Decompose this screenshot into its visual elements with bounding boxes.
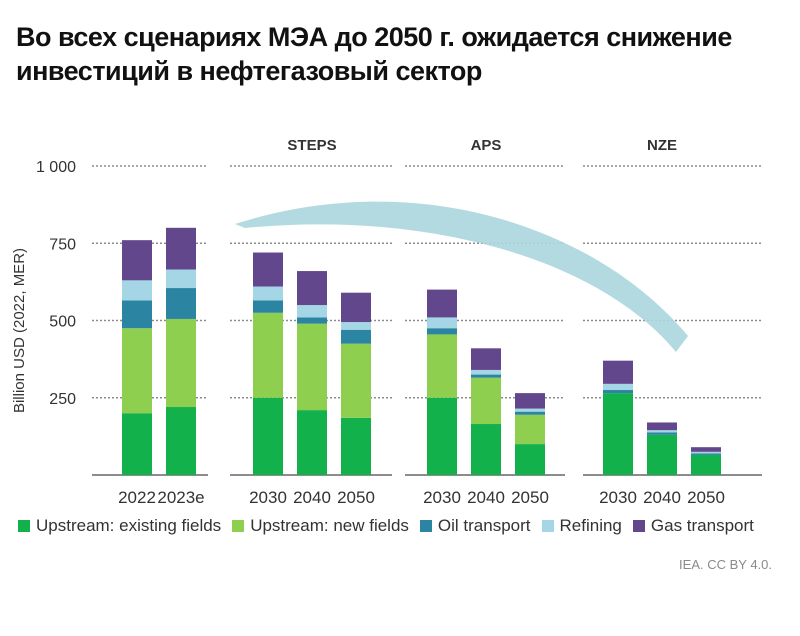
x-tick-label: 2030 bbox=[423, 488, 461, 507]
legend-item: Upstream: new fields bbox=[232, 516, 409, 536]
bar-segment bbox=[166, 227, 196, 270]
bar-segment bbox=[471, 369, 501, 375]
bar-segment bbox=[515, 411, 545, 415]
bar-segment bbox=[515, 393, 545, 409]
bar-segment bbox=[691, 447, 721, 452]
legend-label: Gas transport bbox=[650, 516, 754, 535]
bar-segment bbox=[647, 422, 677, 431]
bar-segment bbox=[122, 300, 152, 329]
bar-segment bbox=[297, 323, 327, 411]
x-tick-label: 2040 bbox=[467, 488, 505, 507]
legend-item: Oil transport bbox=[419, 516, 531, 536]
legend-label: Refining bbox=[559, 516, 622, 535]
legend-item: Upstream: existing fields bbox=[18, 516, 221, 536]
bar-segment bbox=[297, 317, 327, 324]
bar-segment bbox=[122, 280, 152, 301]
legend-item: Gas transport bbox=[632, 516, 754, 536]
bar-segment bbox=[253, 252, 283, 287]
bar-segment bbox=[471, 424, 501, 475]
bar-segment bbox=[603, 360, 633, 384]
bar-segment bbox=[341, 292, 371, 323]
bar-segment bbox=[253, 312, 283, 398]
x-tick-label: 2050 bbox=[687, 488, 725, 507]
bar-segment bbox=[253, 397, 283, 475]
bar-segment bbox=[647, 430, 677, 433]
page-title: Во всех сценариях МЭА до 2050 г. ожидает… bbox=[16, 20, 786, 88]
x-tick-label: 2030 bbox=[599, 488, 637, 507]
x-tick-label: 2050 bbox=[511, 488, 549, 507]
bars-layer bbox=[122, 227, 721, 475]
bar-segment bbox=[427, 334, 457, 398]
bar-segment bbox=[647, 432, 677, 435]
bar-segment bbox=[603, 383, 633, 391]
bar-segment bbox=[253, 286, 283, 301]
bar-segment bbox=[691, 451, 721, 454]
title-line-2: инвестиций в нефтегазовый сектор bbox=[16, 56, 482, 86]
legend-swatch bbox=[541, 520, 554, 532]
bar-segment bbox=[297, 305, 327, 318]
bar-segment bbox=[122, 328, 152, 414]
x-tick-label: 2023e bbox=[157, 488, 204, 507]
x-tick-label: 2040 bbox=[643, 488, 681, 507]
bar-segment bbox=[297, 410, 327, 475]
legend-item: Refining bbox=[541, 516, 622, 536]
y-tick-label: 1 000 bbox=[36, 159, 76, 176]
bar-segment bbox=[691, 453, 721, 455]
y-tick-label: 750 bbox=[49, 236, 76, 253]
legend-swatch bbox=[18, 520, 30, 532]
bar-segment bbox=[603, 390, 633, 394]
legend-swatch bbox=[419, 520, 432, 532]
group-label: STEPS bbox=[287, 137, 336, 154]
x-tick-label: 2040 bbox=[293, 488, 331, 507]
x-tick-label: 2050 bbox=[337, 488, 375, 507]
bar-segment bbox=[253, 300, 283, 313]
legend: Upstream: existing fields Upstream: new f… bbox=[18, 516, 765, 536]
bar-segment bbox=[427, 397, 457, 475]
legend-label: Upstream: existing fields bbox=[36, 516, 222, 535]
bar-segment bbox=[691, 454, 721, 475]
bar-segment bbox=[647, 434, 677, 475]
bar-segment bbox=[603, 393, 633, 475]
investment-chart: 250 500 750 1 000 Billion USD (2022, MER) 202… bbox=[11, 137, 762, 507]
bar-segment bbox=[515, 414, 545, 445]
x-tick-label: 2030 bbox=[249, 488, 287, 507]
trend-arrow-shape bbox=[235, 201, 688, 352]
group-label: NZE bbox=[647, 137, 677, 154]
source-note: IEA. CC BY 4.0. bbox=[679, 557, 772, 572]
legend-swatch bbox=[632, 520, 645, 532]
legend-swatch bbox=[232, 520, 245, 532]
group-label: APS bbox=[471, 137, 502, 154]
bar-segment bbox=[427, 328, 457, 335]
y-tick-label: 250 bbox=[49, 391, 76, 408]
bar-segment bbox=[341, 343, 371, 418]
legend-label: Upstream: new fields bbox=[250, 516, 409, 535]
legend-label: Oil transport bbox=[437, 516, 531, 535]
bar-segment bbox=[122, 240, 152, 281]
y-tick-label: 500 bbox=[49, 314, 76, 331]
title-line-1: Во всех сценариях МЭА до 2050 г. ожидает… bbox=[16, 22, 732, 52]
bar-segment bbox=[471, 348, 501, 370]
bar-segment bbox=[166, 269, 196, 289]
bar-segment bbox=[341, 322, 371, 330]
bar-segment bbox=[427, 289, 457, 318]
bar-segment bbox=[341, 417, 371, 475]
bar-segment bbox=[341, 329, 371, 344]
y-axis-label: Billion USD (2022, MER) bbox=[11, 248, 28, 413]
bar-segment bbox=[515, 408, 545, 412]
bar-segment bbox=[122, 413, 152, 475]
bar-segment bbox=[166, 288, 196, 319]
bar-segment bbox=[166, 318, 196, 408]
bar-segment bbox=[515, 444, 545, 475]
bar-segment bbox=[166, 407, 196, 475]
trend-arrow bbox=[235, 201, 688, 352]
labels-layer: 250 500 750 1 000 Billion USD (2022, MER) 202… bbox=[11, 137, 725, 507]
bar-segment bbox=[471, 374, 501, 378]
bar-segment bbox=[471, 377, 501, 425]
bar-segment bbox=[427, 317, 457, 329]
x-tick-label: 2022 bbox=[118, 488, 156, 507]
bar-segment bbox=[297, 271, 327, 306]
